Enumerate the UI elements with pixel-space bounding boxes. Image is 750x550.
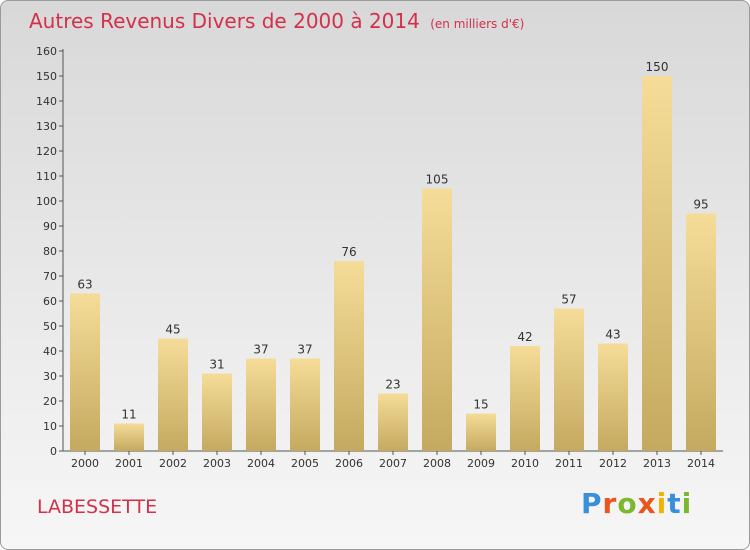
bar-2012 xyxy=(598,343,628,451)
y-tick-label: 40 xyxy=(43,345,57,358)
y-tick-label: 90 xyxy=(43,220,57,233)
y-tick-label: 120 xyxy=(36,145,57,158)
x-tick-label: 2011 xyxy=(555,457,583,470)
y-tick-label: 30 xyxy=(43,370,57,383)
value-label: 105 xyxy=(426,173,449,187)
value-label: 57 xyxy=(561,293,576,307)
x-tick-label: 2001 xyxy=(115,457,143,470)
y-tick-label: 140 xyxy=(36,95,57,108)
chart-unit: (en milliers d'€) xyxy=(430,17,525,31)
value-label: 11 xyxy=(121,408,136,422)
bar-2000 xyxy=(70,293,100,451)
bar-2011 xyxy=(554,308,584,451)
logo-letter: o xyxy=(617,487,638,520)
value-label: 42 xyxy=(517,330,532,344)
bar-2007 xyxy=(378,393,408,451)
value-label: 23 xyxy=(385,378,400,392)
value-label: 37 xyxy=(297,343,312,357)
value-label: 37 xyxy=(253,343,268,357)
bar-2009 xyxy=(466,413,496,451)
bar-2002 xyxy=(158,338,188,451)
chart-title-text: Autres Revenus Divers de 2000 à 2014 xyxy=(29,9,420,33)
x-tick-label: 2009 xyxy=(467,457,495,470)
x-tick-label: 2010 xyxy=(511,457,539,470)
x-tick-label: 2007 xyxy=(379,457,407,470)
x-tick-label: 2006 xyxy=(335,457,363,470)
x-tick-label: 2002 xyxy=(159,457,187,470)
y-tick-label: 80 xyxy=(43,245,57,258)
logo-letter: i xyxy=(681,487,693,520)
logo-letter: t xyxy=(667,487,682,520)
bar-2003 xyxy=(202,373,232,451)
x-tick-label: 2012 xyxy=(599,457,627,470)
value-label: 31 xyxy=(209,358,224,372)
bar-2014 xyxy=(686,213,716,451)
value-label: 15 xyxy=(473,398,488,412)
bar-2010 xyxy=(510,346,540,451)
location-label: LABESSETTE xyxy=(37,496,158,518)
value-label: 43 xyxy=(605,328,620,342)
y-tick-label: 10 xyxy=(43,420,57,433)
y-tick-label: 60 xyxy=(43,295,57,308)
x-tick-label: 2014 xyxy=(687,457,715,470)
logo-letter: r xyxy=(602,487,618,520)
x-tick-label: 2000 xyxy=(71,457,99,470)
x-tick-label: 2005 xyxy=(291,457,319,470)
y-tick-label: 70 xyxy=(43,270,57,283)
bar-2006 xyxy=(334,261,364,451)
y-tick-label: 150 xyxy=(36,70,57,83)
bar-2005 xyxy=(290,358,320,451)
bar-2013 xyxy=(642,76,672,451)
bar-2001 xyxy=(114,423,144,451)
logo-letter: P xyxy=(581,487,603,520)
y-tick-label: 160 xyxy=(36,45,57,58)
logo-letter: i xyxy=(656,487,668,520)
y-tick-label: 0 xyxy=(50,445,57,458)
y-tick-label: 110 xyxy=(36,170,57,183)
y-tick-label: 20 xyxy=(43,395,57,408)
y-tick-label: 50 xyxy=(43,320,57,333)
value-label: 76 xyxy=(341,245,356,259)
y-tick-label: 130 xyxy=(36,120,57,133)
x-tick-label: 2003 xyxy=(203,457,231,470)
value-label: 95 xyxy=(693,198,708,212)
bar-2004 xyxy=(246,358,276,451)
y-tick-label: 100 xyxy=(36,195,57,208)
logo-letter: x xyxy=(637,487,657,520)
proxiti-logo: Proxiti xyxy=(581,487,692,520)
value-label: 63 xyxy=(77,278,92,292)
value-label: 45 xyxy=(165,323,180,337)
bar-2008 xyxy=(422,188,452,451)
chart-title: Autres Revenus Divers de 2000 à 2014 (en… xyxy=(29,9,524,33)
x-tick-label: 2004 xyxy=(247,457,275,470)
value-label: 150 xyxy=(646,60,669,74)
x-tick-label: 2008 xyxy=(423,457,451,470)
x-tick-label: 2013 xyxy=(643,457,671,470)
